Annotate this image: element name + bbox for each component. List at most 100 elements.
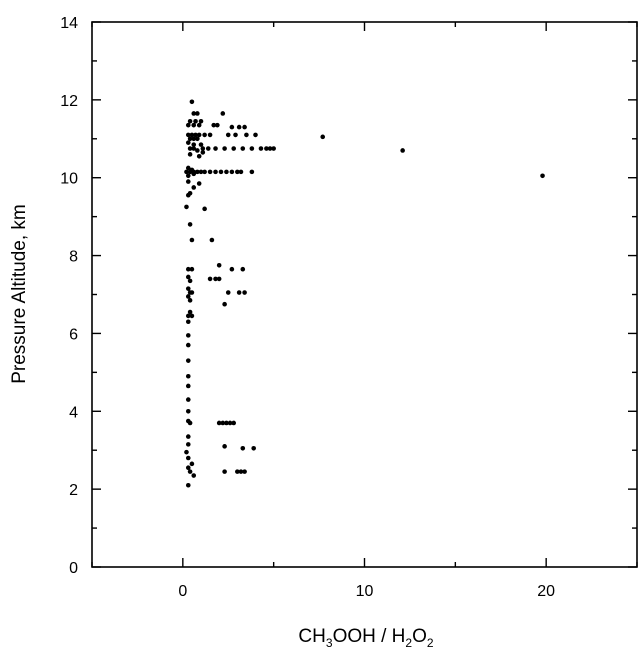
data-point bbox=[184, 204, 189, 210]
data-point bbox=[187, 222, 193, 227]
data-point bbox=[191, 171, 197, 177]
data-point bbox=[198, 169, 204, 175]
data-point bbox=[187, 469, 193, 474]
data-point bbox=[191, 136, 197, 142]
x-tick-label: 10 bbox=[356, 583, 374, 600]
data-point bbox=[185, 173, 191, 179]
y-tick-label: 12 bbox=[60, 93, 78, 110]
y-tick-label: 10 bbox=[60, 171, 78, 188]
data-point bbox=[187, 278, 193, 284]
data-point bbox=[185, 373, 191, 379]
data-point bbox=[258, 146, 264, 151]
x-axis-title-part: O bbox=[412, 626, 427, 647]
data-point bbox=[185, 122, 191, 128]
data-point bbox=[236, 124, 242, 130]
data-point bbox=[191, 142, 197, 147]
data-points bbox=[184, 99, 545, 488]
data-point bbox=[264, 146, 269, 151]
data-point bbox=[222, 146, 227, 151]
data-point bbox=[185, 342, 191, 348]
data-point bbox=[187, 169, 193, 175]
data-point bbox=[224, 420, 229, 426]
data-point bbox=[185, 286, 191, 291]
data-point bbox=[235, 469, 240, 474]
data-point bbox=[222, 469, 227, 474]
data-point bbox=[231, 420, 236, 426]
x-axis-title-part: OOH / H bbox=[333, 626, 406, 647]
data-point bbox=[185, 179, 191, 184]
y-axis-title: Pressure Altitude, km bbox=[9, 204, 30, 384]
data-point bbox=[185, 192, 191, 198]
axis-ticks bbox=[91, 21, 638, 568]
data-point bbox=[193, 118, 198, 124]
data-point bbox=[540, 173, 545, 179]
data-point bbox=[213, 169, 218, 175]
data-point bbox=[202, 169, 207, 175]
data-point bbox=[236, 290, 242, 295]
data-point bbox=[218, 169, 224, 175]
data-point bbox=[185, 434, 191, 439]
data-point bbox=[187, 146, 193, 151]
data-point bbox=[193, 132, 198, 138]
x-axis-title-subscript: 2 bbox=[405, 636, 412, 650]
data-point bbox=[196, 132, 202, 138]
data-point bbox=[189, 313, 195, 319]
data-point bbox=[240, 445, 246, 451]
plot-frame bbox=[91, 21, 638, 568]
data-point bbox=[213, 146, 218, 151]
data-point bbox=[271, 146, 276, 151]
data-point bbox=[185, 294, 191, 299]
data-point bbox=[187, 152, 193, 157]
data-point bbox=[189, 461, 195, 467]
data-point bbox=[233, 132, 238, 138]
data-point bbox=[187, 136, 193, 142]
data-point bbox=[184, 449, 189, 455]
data-point bbox=[187, 298, 193, 303]
data-point bbox=[185, 313, 191, 319]
data-point bbox=[191, 122, 197, 128]
data-point bbox=[191, 111, 197, 116]
data-point bbox=[242, 124, 247, 130]
x-axis-title-part: CH bbox=[298, 626, 325, 647]
data-point bbox=[198, 142, 204, 147]
data-point bbox=[238, 169, 244, 175]
data-point bbox=[211, 122, 217, 128]
data-point bbox=[195, 169, 200, 175]
data-point bbox=[207, 169, 213, 175]
y-tick-label: 0 bbox=[69, 560, 78, 577]
data-point bbox=[215, 122, 220, 128]
data-point bbox=[185, 465, 191, 471]
data-point bbox=[229, 124, 235, 130]
data-point bbox=[185, 383, 191, 389]
data-point bbox=[191, 473, 197, 478]
x-axis-title-subscript: 2 bbox=[427, 636, 434, 650]
data-point bbox=[195, 136, 200, 142]
data-point bbox=[220, 420, 226, 426]
data-point bbox=[224, 169, 229, 175]
data-point bbox=[229, 169, 235, 175]
data-point bbox=[189, 99, 195, 105]
data-point bbox=[202, 206, 207, 212]
data-point bbox=[267, 146, 273, 151]
x-tick-label: 20 bbox=[537, 583, 555, 600]
data-point bbox=[185, 408, 191, 414]
data-point bbox=[185, 274, 191, 280]
data-point bbox=[185, 132, 191, 138]
data-point bbox=[189, 237, 195, 243]
data-point bbox=[220, 111, 226, 116]
data-point bbox=[238, 469, 244, 474]
data-point bbox=[209, 237, 215, 243]
x-axis-title-subscript: 3 bbox=[326, 636, 333, 650]
data-point bbox=[207, 132, 213, 138]
data-point bbox=[196, 181, 202, 186]
data-point bbox=[227, 420, 233, 426]
data-point bbox=[195, 148, 200, 153]
data-point bbox=[242, 290, 247, 295]
data-point bbox=[225, 290, 231, 295]
data-point bbox=[185, 442, 191, 447]
data-point bbox=[185, 358, 191, 363]
data-point bbox=[196, 122, 202, 128]
data-point bbox=[205, 146, 211, 151]
data-point bbox=[216, 263, 222, 268]
